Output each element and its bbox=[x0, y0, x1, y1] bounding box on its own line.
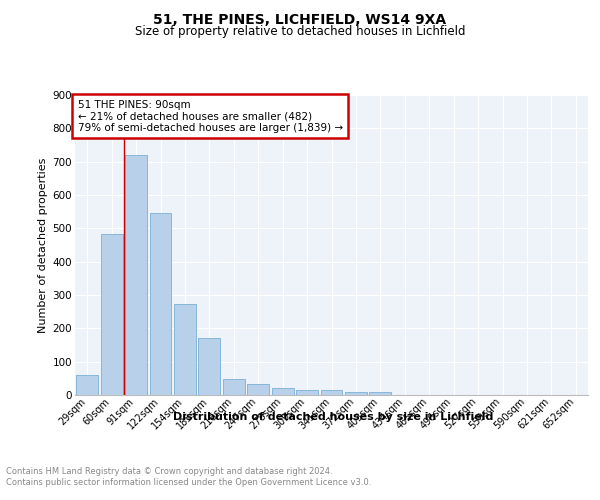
Text: 51 THE PINES: 90sqm
← 21% of detached houses are smaller (482)
79% of semi-detac: 51 THE PINES: 90sqm ← 21% of detached ho… bbox=[77, 100, 343, 132]
Bar bbox=[199, 338, 220, 395]
Text: Size of property relative to detached houses in Lichfield: Size of property relative to detached ho… bbox=[135, 25, 465, 38]
Bar bbox=[101, 234, 122, 395]
Y-axis label: Number of detached properties: Number of detached properties bbox=[38, 158, 49, 332]
Bar bbox=[76, 375, 98, 395]
Bar bbox=[296, 390, 318, 395]
Text: 51, THE PINES, LICHFIELD, WS14 9XA: 51, THE PINES, LICHFIELD, WS14 9XA bbox=[154, 12, 446, 26]
Bar bbox=[149, 214, 172, 395]
Bar bbox=[370, 392, 391, 395]
Bar bbox=[345, 392, 367, 395]
Bar bbox=[247, 384, 269, 395]
Text: Contains HM Land Registry data © Crown copyright and database right 2024.
Contai: Contains HM Land Registry data © Crown c… bbox=[6, 468, 371, 487]
Bar bbox=[320, 390, 343, 395]
Bar bbox=[272, 388, 293, 395]
Bar bbox=[223, 380, 245, 395]
Text: Distribution of detached houses by size in Lichfield: Distribution of detached houses by size … bbox=[173, 412, 493, 422]
Bar bbox=[125, 155, 147, 395]
Bar bbox=[174, 304, 196, 395]
